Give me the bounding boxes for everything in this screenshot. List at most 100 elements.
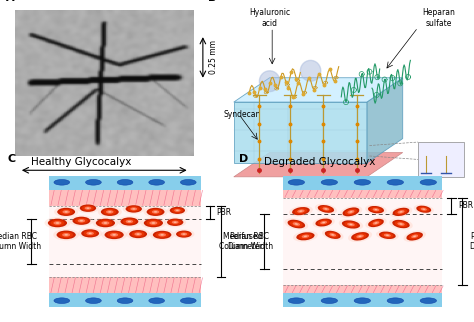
- Ellipse shape: [73, 217, 91, 225]
- Ellipse shape: [387, 179, 403, 185]
- Ellipse shape: [105, 231, 124, 239]
- Ellipse shape: [169, 220, 181, 225]
- Ellipse shape: [294, 208, 307, 214]
- Ellipse shape: [304, 236, 307, 237]
- Ellipse shape: [349, 211, 353, 213]
- Ellipse shape: [110, 233, 118, 237]
- Ellipse shape: [370, 220, 382, 226]
- Ellipse shape: [53, 229, 79, 241]
- Ellipse shape: [103, 209, 116, 215]
- Ellipse shape: [152, 210, 159, 213]
- Ellipse shape: [182, 233, 185, 235]
- Ellipse shape: [373, 208, 379, 211]
- Ellipse shape: [54, 221, 62, 225]
- Ellipse shape: [137, 233, 140, 235]
- Ellipse shape: [413, 236, 416, 237]
- Ellipse shape: [290, 221, 303, 227]
- Ellipse shape: [343, 207, 359, 216]
- Ellipse shape: [128, 206, 140, 212]
- Ellipse shape: [416, 206, 431, 213]
- Ellipse shape: [59, 232, 73, 238]
- Ellipse shape: [288, 298, 304, 304]
- Ellipse shape: [153, 231, 172, 239]
- Ellipse shape: [63, 210, 70, 213]
- Ellipse shape: [98, 206, 122, 217]
- Bar: [49, 190, 201, 206]
- Ellipse shape: [354, 298, 371, 304]
- Ellipse shape: [150, 229, 174, 240]
- Bar: [283, 198, 442, 285]
- Ellipse shape: [315, 204, 337, 214]
- Ellipse shape: [132, 208, 135, 210]
- Polygon shape: [418, 142, 464, 177]
- Ellipse shape: [301, 235, 309, 238]
- Ellipse shape: [322, 222, 325, 223]
- Ellipse shape: [134, 232, 142, 236]
- Ellipse shape: [354, 179, 371, 185]
- Ellipse shape: [51, 220, 64, 226]
- Ellipse shape: [365, 217, 387, 229]
- Text: Hyaluronic
acid: Hyaluronic acid: [249, 8, 290, 28]
- Ellipse shape: [160, 234, 164, 236]
- Ellipse shape: [99, 220, 112, 226]
- Text: Heparan
sulfate: Heparan sulfate: [422, 8, 455, 28]
- Ellipse shape: [54, 206, 78, 217]
- Text: 0.53 mm: 0.53 mm: [87, 180, 121, 189]
- Ellipse shape: [379, 232, 396, 239]
- Ellipse shape: [75, 218, 88, 224]
- Ellipse shape: [414, 204, 434, 214]
- Ellipse shape: [315, 219, 332, 226]
- Ellipse shape: [118, 216, 141, 227]
- Ellipse shape: [80, 204, 96, 212]
- Ellipse shape: [392, 208, 410, 216]
- Text: PBR: PBR: [458, 201, 473, 210]
- Ellipse shape: [406, 232, 423, 241]
- Ellipse shape: [295, 223, 298, 225]
- Ellipse shape: [146, 208, 164, 216]
- Ellipse shape: [64, 211, 68, 213]
- Ellipse shape: [123, 204, 145, 214]
- Ellipse shape: [387, 298, 403, 304]
- Text: PBR: PBR: [217, 208, 232, 217]
- Ellipse shape: [128, 221, 131, 222]
- Ellipse shape: [349, 224, 353, 225]
- Polygon shape: [234, 102, 367, 163]
- Ellipse shape: [123, 219, 136, 224]
- Ellipse shape: [126, 229, 150, 240]
- Ellipse shape: [320, 221, 327, 224]
- Ellipse shape: [89, 232, 92, 234]
- Ellipse shape: [420, 208, 427, 211]
- Ellipse shape: [54, 179, 70, 185]
- Ellipse shape: [297, 209, 305, 213]
- Text: 0.25 mm: 0.25 mm: [209, 41, 218, 74]
- Ellipse shape: [86, 232, 94, 235]
- Ellipse shape: [84, 207, 91, 210]
- Ellipse shape: [321, 298, 337, 304]
- Ellipse shape: [60, 209, 73, 215]
- Ellipse shape: [126, 220, 133, 223]
- Ellipse shape: [104, 222, 107, 224]
- Ellipse shape: [170, 207, 185, 214]
- Ellipse shape: [108, 211, 111, 213]
- Ellipse shape: [390, 206, 412, 217]
- Ellipse shape: [92, 217, 118, 229]
- Ellipse shape: [397, 222, 405, 226]
- Bar: [49, 206, 201, 277]
- Ellipse shape: [348, 231, 372, 242]
- Ellipse shape: [321, 179, 337, 185]
- Ellipse shape: [178, 232, 190, 237]
- Ellipse shape: [126, 205, 142, 213]
- Ellipse shape: [347, 210, 355, 214]
- Ellipse shape: [152, 222, 155, 224]
- Ellipse shape: [403, 231, 426, 242]
- Ellipse shape: [81, 229, 99, 237]
- Ellipse shape: [149, 221, 157, 225]
- Ellipse shape: [395, 221, 407, 227]
- Ellipse shape: [386, 235, 389, 236]
- Bar: [283, 176, 442, 190]
- Ellipse shape: [140, 217, 166, 229]
- Ellipse shape: [420, 298, 437, 304]
- Ellipse shape: [149, 298, 164, 304]
- Ellipse shape: [339, 219, 363, 230]
- Ellipse shape: [327, 232, 338, 238]
